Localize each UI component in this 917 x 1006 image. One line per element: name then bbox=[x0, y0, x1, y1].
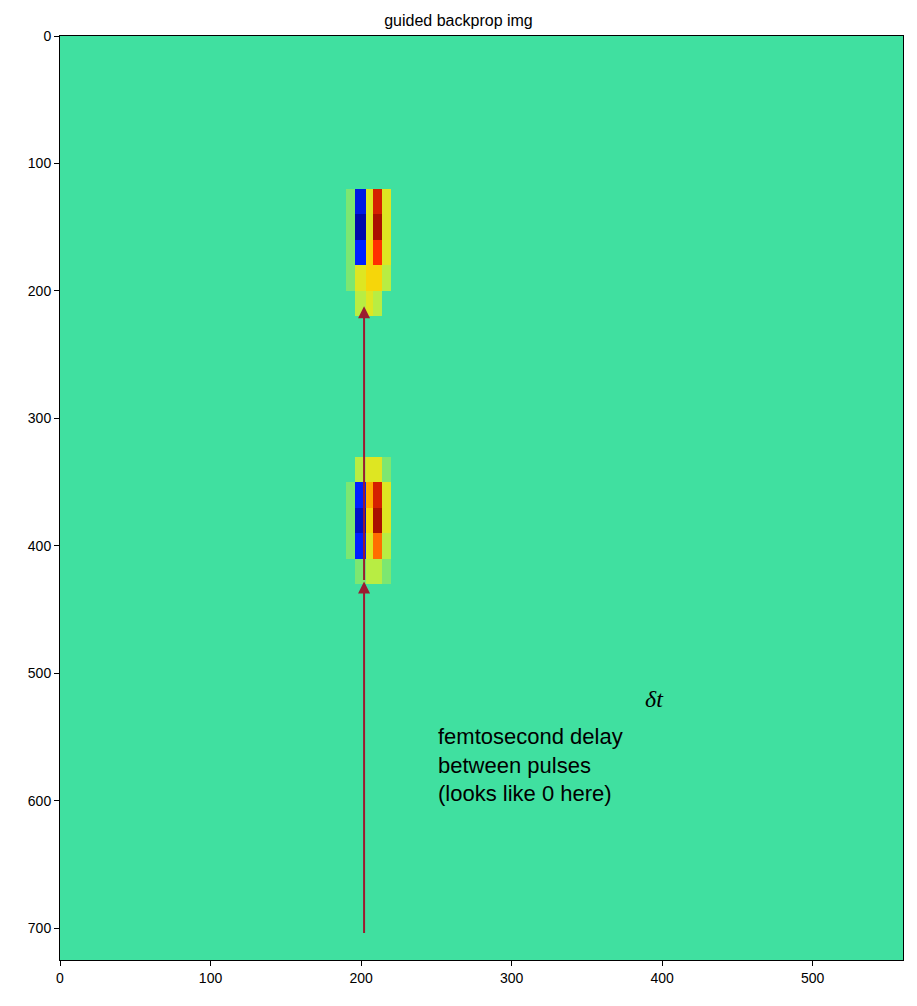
svg-text:400: 400 bbox=[650, 970, 674, 986]
svg-text:δt: δt bbox=[645, 686, 664, 712]
svg-text:200: 200 bbox=[349, 970, 373, 986]
svg-text:500: 500 bbox=[28, 665, 52, 681]
svg-text:guided backprop img: guided backprop img bbox=[384, 12, 533, 29]
svg-text:200: 200 bbox=[28, 283, 52, 299]
svg-text:100: 100 bbox=[199, 970, 223, 986]
svg-text:400: 400 bbox=[28, 538, 52, 554]
svg-text:0: 0 bbox=[56, 970, 64, 986]
svg-text:femtosecond delaybetween pulse: femtosecond delaybetween pulses(looks li… bbox=[438, 724, 623, 806]
svg-text:300: 300 bbox=[28, 410, 52, 426]
svg-text:300: 300 bbox=[500, 970, 524, 986]
svg-text:100: 100 bbox=[28, 155, 52, 171]
svg-text:700: 700 bbox=[28, 920, 52, 936]
svg-text:500: 500 bbox=[801, 970, 825, 986]
svg-text:0: 0 bbox=[43, 28, 51, 44]
svg-text:600: 600 bbox=[28, 793, 52, 809]
